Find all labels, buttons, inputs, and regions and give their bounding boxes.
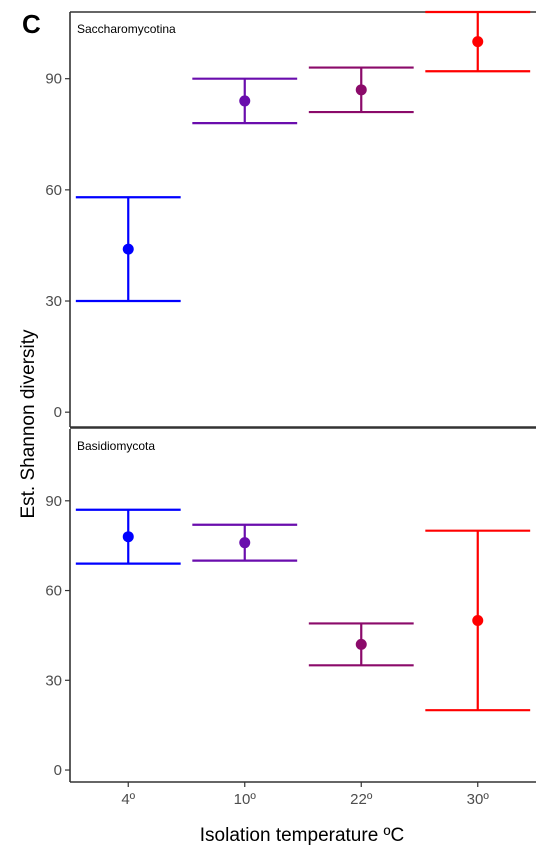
- facet-label-saccharomycotina: Saccharomycotina: [77, 22, 176, 36]
- y-tick-label-90-saccharomycotina: 90: [45, 71, 62, 88]
- errorbar-basidiomycota-1: [192, 523, 298, 562]
- data-point-saccharomycotina-2: [355, 84, 367, 96]
- x-tick-label-1: 10º: [234, 791, 257, 808]
- y-tick-label-0-basidiomycota: 0: [54, 762, 62, 779]
- facet-label-basidiomycota: Basidiomycota: [77, 439, 155, 453]
- errorbar-saccharomycotina-0: [75, 196, 181, 303]
- data-point-basidiomycota-1: [239, 537, 251, 549]
- y-axis-title: Est. Shannon diversity: [18, 329, 39, 519]
- x-tick-label-2: 22º: [350, 791, 373, 808]
- y-tick-label-0-saccharomycotina: 0: [54, 404, 62, 421]
- x-axis-title: Isolation temperature ºC: [200, 825, 404, 846]
- errorbar-basidiomycota-3: [425, 529, 531, 712]
- facet-panel-saccharomycotina: Saccharomycotina 0 30 60 90: [45, 10, 536, 427]
- facet-panel-basidiomycota: Basidiomycota 0 30 60 90: [45, 429, 531, 782]
- data-point-basidiomycota-2: [355, 638, 367, 650]
- x-tick-label-3: 30º: [467, 791, 490, 808]
- data-point-saccharomycotina-3: [472, 36, 484, 48]
- y-tick-label-60-basidiomycota: 60: [45, 583, 62, 600]
- data-point-basidiomycota-3: [472, 614, 484, 626]
- errorbar-basidiomycota-2: [308, 622, 414, 667]
- y-tick-label-60-saccharomycotina: 60: [45, 182, 62, 199]
- panel-letter: C: [22, 9, 41, 39]
- data-point-saccharomycotina-0: [122, 243, 134, 255]
- data-point-basidiomycota-0: [122, 531, 134, 543]
- data-point-saccharomycotina-1: [239, 95, 251, 107]
- x-axis: 4º 10º 22º 30º: [70, 781, 536, 808]
- y-tick-label-30-saccharomycotina: 30: [45, 293, 62, 310]
- errorbar-saccharomycotina-3: [425, 10, 531, 73]
- errorbar-saccharomycotina-1: [192, 77, 298, 125]
- errorbar-basidiomycota-0: [75, 508, 181, 565]
- y-tick-label-90-basidiomycota: 90: [45, 493, 62, 510]
- y-tick-label-30-basidiomycota: 30: [45, 672, 62, 689]
- errorbar-saccharomycotina-2: [308, 66, 414, 114]
- x-tick-label-0: 4º: [121, 791, 135, 808]
